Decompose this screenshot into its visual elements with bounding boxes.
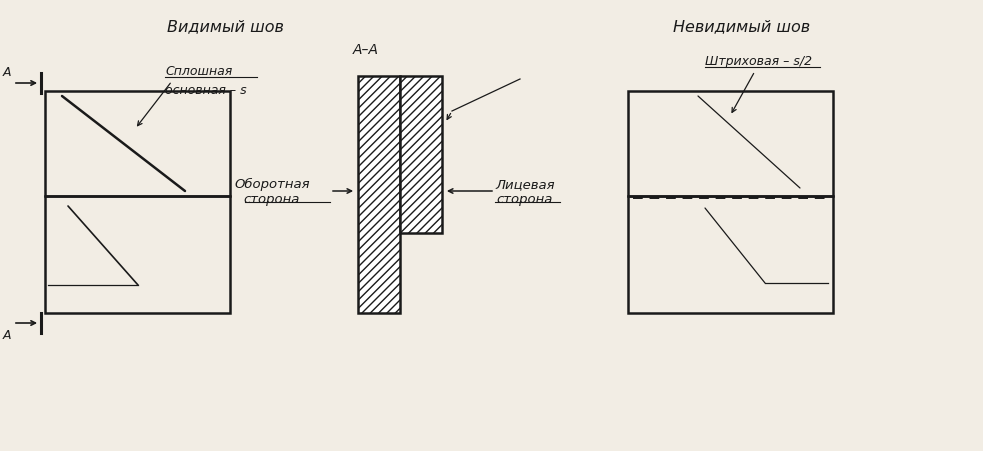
Text: А–А: А–А: [353, 43, 379, 57]
Text: А: А: [3, 328, 11, 341]
Text: Лицевая
сторона: Лицевая сторона: [495, 178, 554, 206]
Text: Невидимый шов: Невидимый шов: [673, 19, 811, 34]
Text: Видимый шов: Видимый шов: [166, 19, 283, 34]
Polygon shape: [400, 77, 442, 234]
Text: Штриховая – s/2: Штриховая – s/2: [705, 55, 812, 68]
Text: Оборотная
сторона: Оборотная сторона: [234, 178, 310, 206]
Text: А: А: [3, 66, 11, 79]
Text: Сплошная: Сплошная: [165, 65, 232, 78]
Polygon shape: [358, 77, 400, 313]
Text: основная – s: основная – s: [165, 84, 247, 97]
